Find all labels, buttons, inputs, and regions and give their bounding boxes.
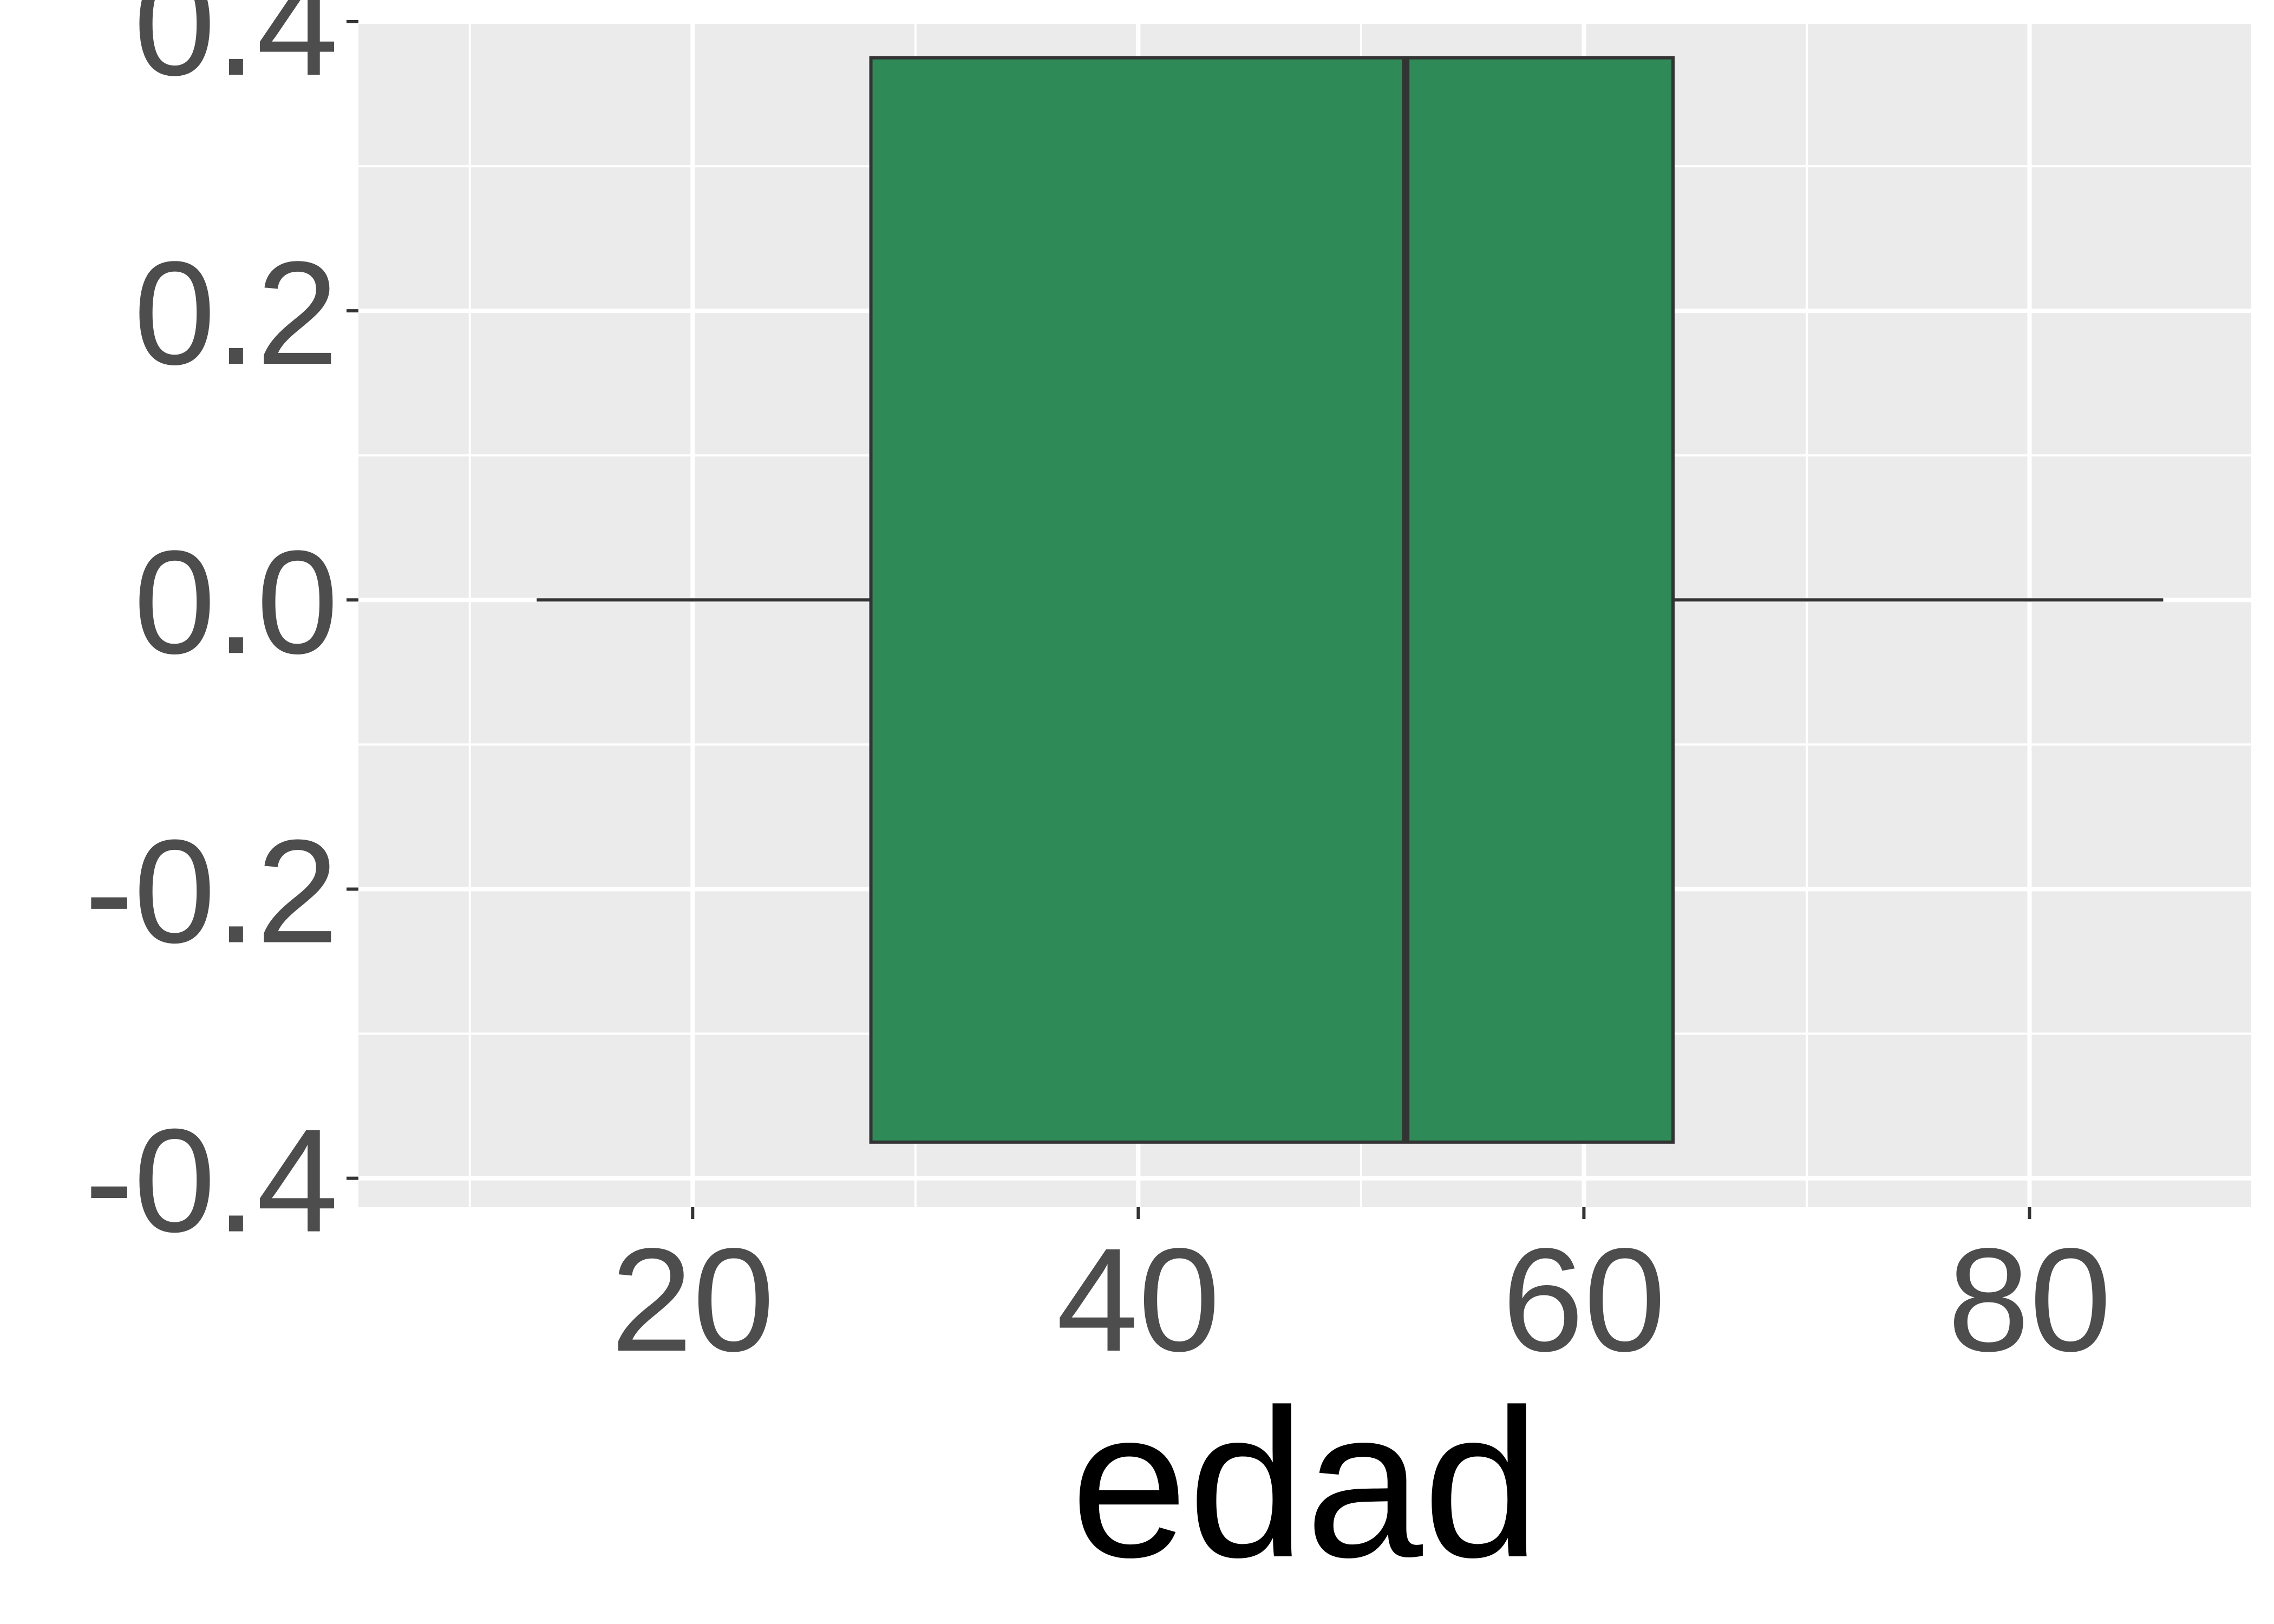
y-tick-label: 0.4 (134, 0, 338, 106)
y-tick-label: 0.0 (134, 520, 338, 684)
y-axis: -0.4 -0.2 0.0 0.2 0.4 (84, 0, 358, 1263)
y-tick-label: 0.2 (134, 231, 338, 395)
x-axis: 20 40 60 80 (611, 1207, 2112, 1382)
x-tick-label: 80 (1948, 1217, 2112, 1382)
x-tick-label: 20 (611, 1217, 775, 1382)
x-tick-label: 60 (1502, 1217, 1666, 1382)
x-axis-title: edad (1070, 1365, 1540, 1601)
y-tick-label: -0.2 (84, 809, 338, 973)
y-tick-label: -0.4 (84, 1098, 338, 1263)
box-iqr (871, 58, 1674, 1142)
x-tick-label: 40 (1056, 1217, 1220, 1382)
